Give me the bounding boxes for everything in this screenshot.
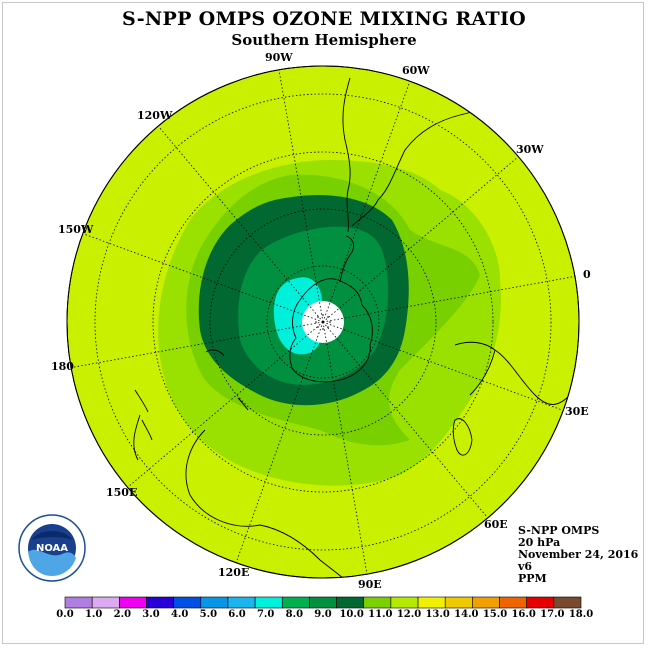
colorbar-tick-label: 14.0	[454, 609, 479, 620]
colorbar-swatch	[417, 596, 446, 609]
colorbar-tick-label: 7.0	[256, 609, 275, 620]
colorbar-swatch	[254, 596, 283, 609]
info-date: November 24, 2016	[518, 548, 639, 561]
info-units: PPM	[518, 572, 547, 585]
colorbar-tick-label: 18.0	[568, 609, 594, 620]
graticule	[68, 69, 578, 575]
colorbar-swatch	[390, 596, 419, 609]
map-subtitle: Southern Hemisphere	[231, 31, 417, 49]
colorbar-swatch	[146, 596, 174, 609]
colorbar-swatch	[281, 596, 310, 609]
colorbar-swatch	[200, 596, 229, 609]
colorbar-tick-label: 15.0	[482, 609, 508, 620]
colorbar-tick-label: 8.0	[285, 609, 304, 620]
colorbar-tick-label: 11.0	[368, 609, 393, 620]
info-instrument: S-NPP OMPS	[518, 524, 600, 537]
colorbar-swatch	[526, 596, 555, 609]
svg-text:NOAA: NOAA	[36, 543, 68, 554]
noaa-logo: NOAA	[18, 514, 86, 582]
colorbar-tick-label: 12.0	[396, 609, 422, 620]
colorbar	[64, 596, 582, 609]
colorbar-tick-label: 10.0	[339, 609, 364, 620]
colorbar-swatch	[472, 596, 500, 609]
colorbar-swatch	[91, 596, 120, 609]
lon-120e: 120E	[218, 566, 250, 579]
colorbar-swatch	[336, 596, 365, 609]
colorbar-tick-label: 9.0	[314, 609, 332, 620]
lon-150e: 150E	[106, 486, 138, 499]
colorbar-tick-label: 1.0	[84, 609, 103, 620]
colorbar-tick-label: 5.0	[199, 609, 218, 620]
colorbar-swatch	[119, 596, 147, 609]
info-level: 20 hPa	[518, 536, 561, 549]
colorbar-swatch	[363, 596, 392, 609]
colorbar-swatch	[309, 596, 337, 609]
lon-30e: 30E	[565, 405, 589, 418]
lon-120w: 120W	[137, 109, 173, 122]
colorbar-tick-label: 13.0	[425, 609, 450, 620]
colorbar-tick-label: 2.0	[113, 609, 132, 620]
map-title: S-NPP OMPS OZONE MIXING RATIO	[121, 8, 527, 30]
lon-90e: 90E	[358, 578, 382, 591]
colorbar-swatch	[173, 596, 202, 609]
colorbar-tick-label: 16.0	[511, 609, 536, 620]
info-version: v6	[518, 560, 533, 573]
lon-60w: 60W	[402, 64, 430, 77]
colorbar-tick-label: 17.0	[540, 609, 565, 620]
colorbar-swatch	[64, 596, 93, 609]
lon-150w: 150W	[58, 223, 94, 236]
coastlines	[133, 77, 579, 578]
colorbar-tick-label: 0.0	[56, 609, 74, 620]
lon-90w: 90W	[265, 51, 293, 64]
colorbar-swatch	[499, 596, 527, 609]
colorbar-swatch	[553, 596, 582, 609]
lon-180: 180	[51, 360, 74, 373]
colorbar-tick-label: 3.0	[142, 609, 160, 620]
lon-0: 0	[583, 268, 591, 281]
colorbar-swatch	[444, 596, 473, 609]
colorbar-tick-label: 4.0	[170, 609, 189, 620]
lon-30w: 30W	[516, 143, 544, 156]
colorbar-tick-label: 6.0	[228, 609, 246, 620]
lon-60e: 60E	[484, 518, 508, 531]
colorbar-swatch	[227, 596, 256, 609]
